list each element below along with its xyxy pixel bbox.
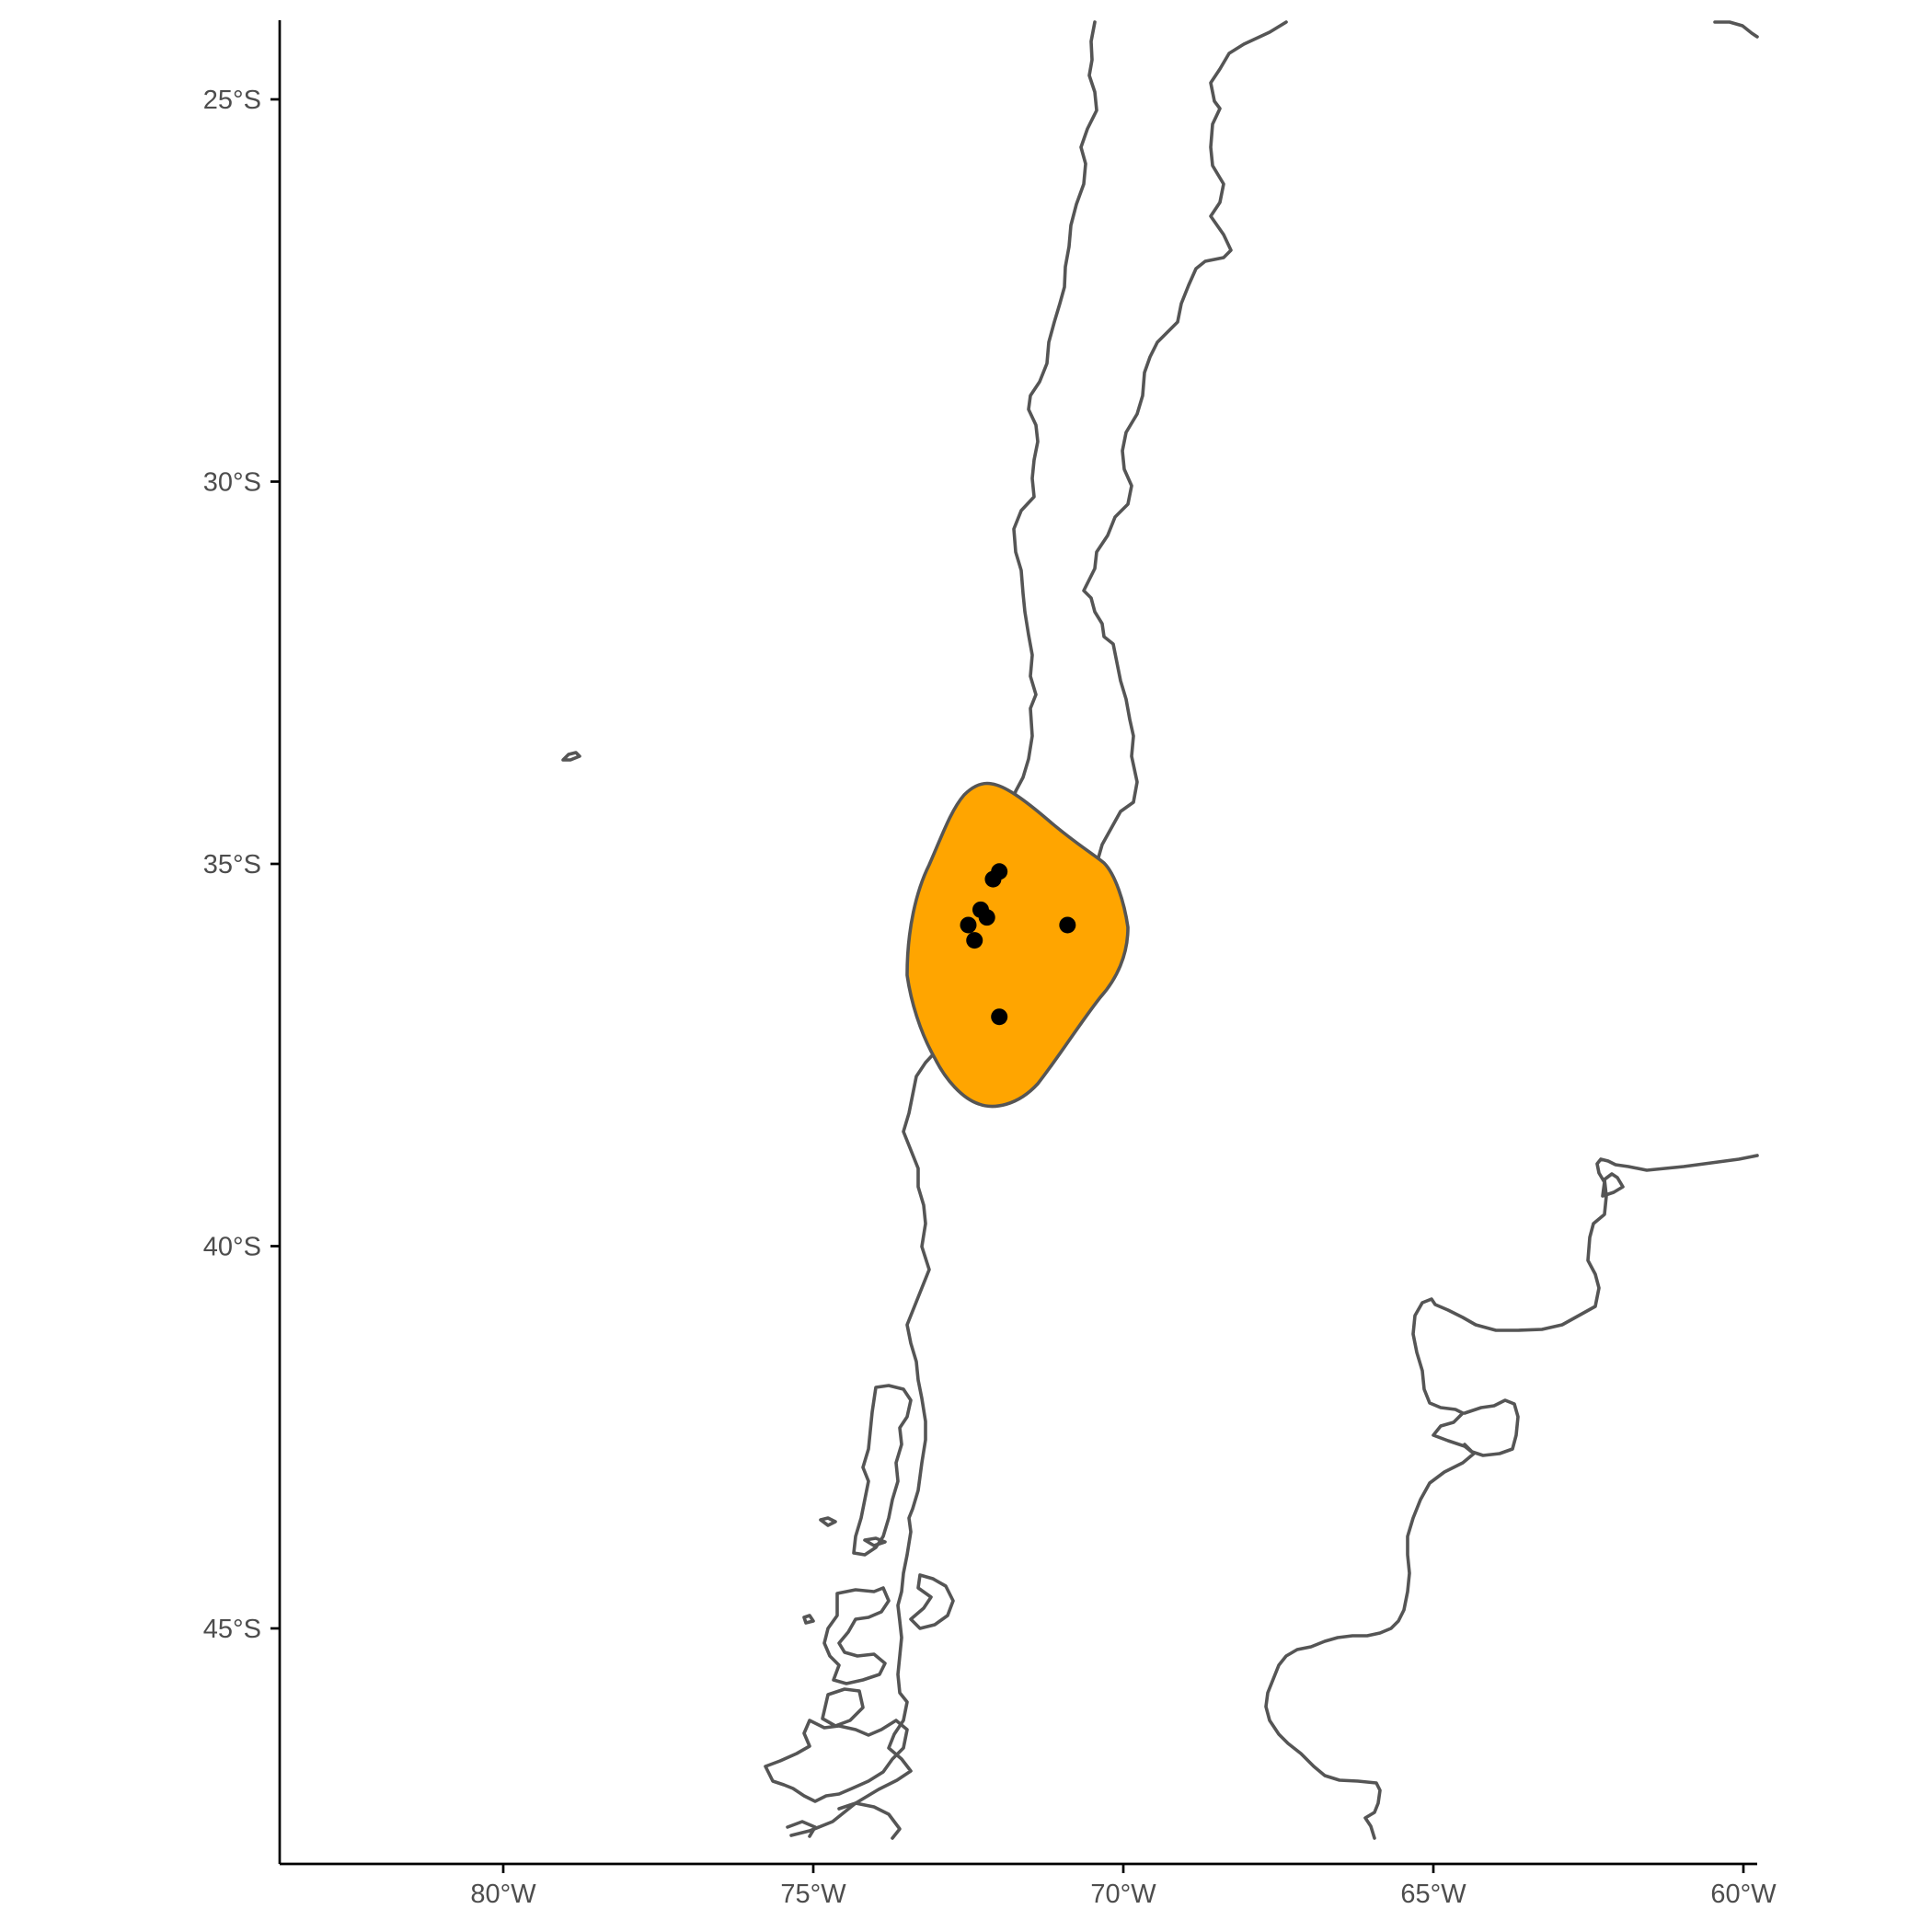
valdes-peninsula <box>1463 1398 1520 1457</box>
chonos-archipelago-3 <box>821 1687 865 1728</box>
occurrence-point <box>984 870 1002 888</box>
small-island-2 <box>863 1536 887 1547</box>
northeast-coast <box>1713 20 1759 39</box>
occurrence-point <box>1059 916 1076 934</box>
x-tick-label: 80°W <box>470 1880 536 1909</box>
occurrence-point <box>960 916 977 934</box>
small-island-1 <box>819 1516 837 1527</box>
x-axis-ticks: 80°W 75°W 70°W 65°W 60°W <box>470 1864 1777 1909</box>
y-axis-ticks: 25°S 30°S 35°S 40°S 45°S <box>203 86 280 1644</box>
chonos-archipelago-1 <box>822 1586 891 1685</box>
southern-islands-2 <box>786 1820 817 1838</box>
small-island-3 <box>802 1614 815 1625</box>
occurrence-point <box>991 1008 1008 1026</box>
y-tick-label: 35°S <box>203 850 261 880</box>
y-tick-label: 40°S <box>203 1233 261 1262</box>
chiloe-island <box>852 1384 913 1557</box>
occurrence-point <box>978 909 995 926</box>
x-tick-label: 60°W <box>1710 1880 1777 1909</box>
southern-islands <box>837 1801 902 1840</box>
juan-fernandez-island <box>561 751 581 762</box>
range-polygon <box>905 781 1130 1109</box>
y-tick-label: 45°S <box>203 1615 261 1644</box>
andes-border <box>1082 20 1288 859</box>
x-tick-label: 70°W <box>1090 1880 1156 1909</box>
occurrence-points <box>960 863 1076 1026</box>
basemap <box>561 20 1759 1840</box>
y-tick-label: 30°S <box>203 468 261 498</box>
x-tick-label: 65°W <box>1400 1880 1466 1909</box>
occurrence-point <box>966 932 983 949</box>
range-layer <box>905 781 1130 1109</box>
axes <box>278 20 1757 1866</box>
argentina-coastline <box>1264 1154 1759 1840</box>
taitao-peninsula <box>764 1719 909 1803</box>
chonos-archipelago-2 <box>909 1573 955 1630</box>
x-tick-label: 75°W <box>780 1880 846 1909</box>
y-tick-label: 25°S <box>203 86 261 115</box>
